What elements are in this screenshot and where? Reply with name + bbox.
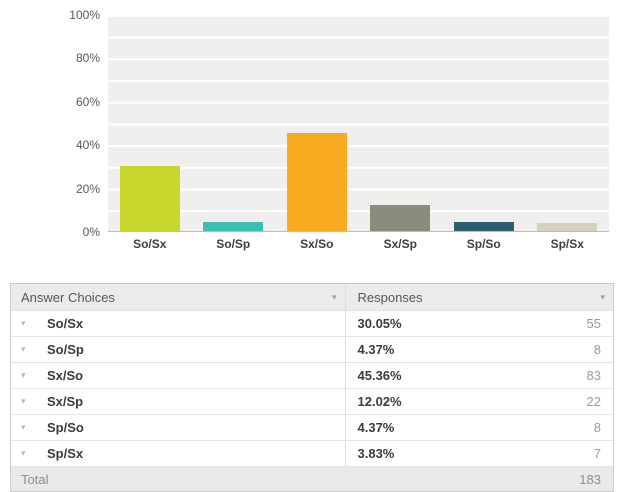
plot-area	[108, 15, 609, 232]
answer-choices-header-label: Answer Choices	[21, 289, 115, 305]
response-cell: 45.36% 83	[344, 363, 613, 388]
bar-slot	[359, 15, 443, 231]
answer-choice-cell: ▾ Sp/So	[11, 415, 345, 440]
bar-slot	[275, 15, 359, 231]
table-row: ▾ Sx/Sp 12.02% 22	[11, 388, 613, 414]
response-count: 8	[593, 420, 601, 435]
y-tick-label: 20%	[75, 181, 100, 196]
response-percent: 45.36%	[357, 368, 402, 383]
table-header-row: Answer Choices ▾ Responses ▾	[11, 284, 613, 310]
row-caret-icon[interactable]: ▾	[21, 370, 26, 380]
response-cell: 4.37% 8	[344, 415, 613, 440]
bar-sp-so	[453, 221, 514, 231]
response-percent: 3.83%	[357, 446, 395, 461]
x-tick-label: Sp/Sx	[550, 237, 584, 251]
row-caret-icon[interactable]: ▾	[21, 448, 26, 458]
x-tick-label: So/Sp	[216, 237, 251, 251]
x-axis-labels: So/Sx So/Sp Sx/So Sx/Sp Sp/So Sp/Sx	[108, 237, 609, 251]
row-caret-icon[interactable]: ▾	[21, 396, 26, 406]
answer-choice-label: Sx/Sp	[47, 394, 84, 409]
response-percent: 12.02%	[357, 394, 402, 409]
bars-container	[108, 15, 609, 231]
x-tick-label: Sx/So	[300, 237, 334, 251]
response-cell: 12.02% 22	[344, 389, 613, 414]
answer-choice-cell: ▾ Sx/Sp	[11, 389, 345, 414]
response-count: 55	[586, 316, 601, 331]
bar-chart: 100% 80% 60% 40% 20% 0% So/Sx So/Sp Sx/So Sx/Sp S…	[0, 8, 609, 251]
response-cell: 30.05% 55	[344, 311, 613, 336]
bar-slot	[442, 15, 526, 231]
table-body: ▾ So/Sx 30.05% 55 ▾ So/Sp 4.37% 8 ▾ Sx/So 45.36% 83…	[11, 310, 613, 466]
bar-so-sx	[119, 166, 180, 231]
answer-choice-cell: ▾ Sx/So	[11, 363, 345, 388]
sort-down-icon[interactable]: ▾	[600, 291, 605, 302]
response-cell: 3.83% 7	[344, 441, 613, 466]
total-value: 183	[579, 471, 601, 487]
y-tick-label: 60%	[75, 94, 100, 109]
bar-slot	[192, 15, 276, 231]
bar-sx-so	[286, 133, 347, 231]
x-tick-label: Sx/Sp	[383, 237, 417, 251]
total-label: Total	[21, 471, 49, 487]
answer-choice-label: Sp/Sx	[47, 446, 84, 461]
bar-so-sp	[203, 221, 264, 231]
response-count: 83	[586, 368, 601, 383]
table-row: ▾ So/Sx 30.05% 55	[11, 310, 613, 336]
response-percent: 4.37%	[357, 342, 395, 357]
x-tick-label: Sp/So	[466, 237, 501, 251]
bar-sx-sp	[370, 205, 431, 231]
responses-header-label: Responses	[357, 289, 423, 305]
bar-sp-sx	[537, 222, 598, 231]
y-tick-label: 0%	[82, 225, 100, 239]
bar-slot	[526, 15, 610, 231]
table-row: ▾ So/Sp 4.37% 8	[11, 336, 613, 362]
y-axis-labels: 100% 80% 60% 40% 20% 0%	[0, 8, 100, 239]
answer-choice-cell: ▾ Sp/Sx	[11, 441, 345, 466]
response-percent: 4.37%	[357, 420, 395, 435]
y-tick-label: 100%	[69, 8, 100, 22]
row-caret-icon[interactable]: ▾	[21, 344, 26, 354]
response-cell: 4.37% 8	[344, 337, 613, 362]
x-tick-label: So/Sx	[133, 237, 167, 251]
responses-header[interactable]: Responses ▾	[344, 284, 613, 310]
answer-choice-label: Sx/So	[47, 368, 84, 383]
answer-choice-label: Sp/So	[47, 420, 84, 435]
table-row: ▾ Sx/So 45.36% 83	[11, 362, 613, 388]
bar-slot	[108, 15, 192, 231]
sort-down-icon[interactable]: ▾	[331, 291, 337, 302]
table-total-row: Total 183	[11, 466, 613, 491]
table-row: ▾ Sp/So 4.37% 8	[11, 414, 613, 440]
results-table: Answer Choices ▾ Responses ▾ ▾ So/Sx 30.05…	[10, 283, 614, 492]
answer-choice-cell: ▾ So/Sp	[11, 337, 345, 362]
response-count: 22	[586, 394, 601, 409]
answer-choice-label: So/Sp	[47, 342, 84, 357]
response-percent: 30.05%	[357, 316, 402, 331]
row-caret-icon[interactable]: ▾	[21, 422, 26, 432]
answer-choices-header[interactable]: Answer Choices ▾	[11, 284, 345, 310]
answer-choice-cell: ▾ So/Sx	[11, 311, 345, 336]
response-count: 7	[593, 446, 601, 461]
answer-choice-label: So/Sx	[47, 316, 84, 331]
table-row: ▾ Sp/Sx 3.83% 7	[11, 440, 613, 466]
y-tick-label: 80%	[75, 51, 100, 66]
row-caret-icon[interactable]: ▾	[21, 318, 26, 328]
y-tick-label: 40%	[75, 138, 100, 153]
response-count: 8	[593, 342, 601, 357]
